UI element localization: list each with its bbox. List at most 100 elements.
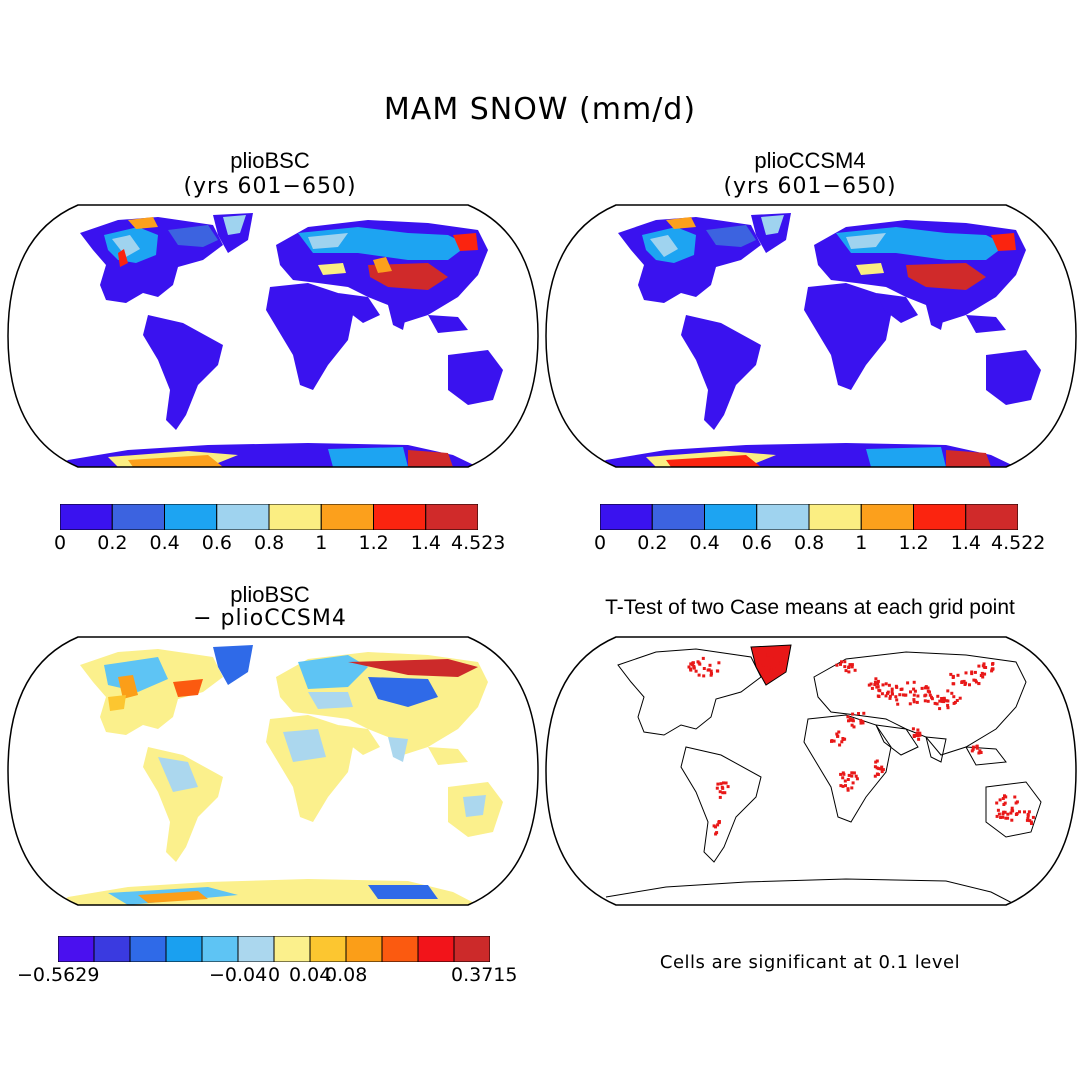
significant-cell: [886, 691, 889, 695]
significant-cell: [1025, 818, 1029, 822]
significant-cell: [999, 816, 1003, 819]
significant-cell: [1031, 815, 1035, 819]
colorbar-tick-label: 4.522: [991, 532, 1046, 554]
significant-cell: [850, 786, 854, 790]
significant-cell: [895, 685, 899, 689]
significant-cell: [995, 814, 999, 818]
significant-cell: [909, 690, 912, 694]
colorbar-tick-label: 0: [594, 532, 607, 554]
significant-cell: [697, 673, 701, 677]
significant-cell: [854, 774, 858, 778]
significant-cell: [982, 665, 986, 669]
significant-cell: [869, 682, 873, 686]
significant-cell: [709, 673, 713, 677]
significant-cell: [835, 663, 839, 667]
significant-cell: [879, 767, 883, 771]
significant-cell: [1030, 822, 1033, 825]
colorbar-tick-labels: 0 0.2 0.4 0.6 0.8 1 1.2 1.4 4.523: [0, 532, 540, 556]
significant-cell: [880, 765, 884, 769]
significant-cell: [881, 768, 885, 772]
significant-cell: [769, 670, 773, 674]
significant-cell: [1001, 797, 1005, 800]
significant-cell: [782, 666, 786, 670]
significant-cell: [915, 700, 919, 704]
greenland: [213, 645, 253, 685]
significant-cell: [891, 692, 894, 696]
significant-cell: [880, 770, 884, 774]
significant-cell: [830, 739, 833, 743]
significant-cell: [715, 786, 719, 790]
significant-cell: [706, 668, 710, 672]
colorbar-swatch: [164, 504, 218, 530]
significant-cell: [973, 678, 977, 682]
significant-cell: [716, 823, 720, 827]
significant-cell: [923, 686, 927, 690]
colorbar-tick-label: 1.2: [898, 532, 929, 554]
significant-cell: [852, 725, 856, 729]
colorbar-swatch: [237, 936, 275, 962]
significant-cell: [851, 712, 855, 716]
significant-cell: [895, 698, 899, 702]
colorbar-tick-label: 1.2: [358, 532, 389, 554]
panel-title-difference: plioBSC: [230, 582, 310, 607]
colorbar-tick-label: 0.08: [325, 964, 368, 986]
significant-cell: [841, 784, 845, 788]
colorbar-tick-label: 1: [315, 532, 328, 554]
significant-cell: [887, 683, 891, 687]
significant-cell: [979, 751, 983, 754]
colorbar-tick-label: 1: [855, 532, 868, 554]
panel-subtitle-years: (yrs 601−650): [183, 174, 357, 199]
significant-cell: [839, 662, 842, 666]
colorbar-swatch: [704, 504, 758, 530]
significant-cell: [875, 766, 879, 770]
significant-cell: [844, 669, 848, 673]
significant-cell: [1006, 816, 1010, 820]
colorbar-swatch: [93, 936, 131, 962]
colorbar-tick-label: 0: [268, 964, 281, 986]
colorbar-swatch: [201, 936, 239, 962]
significant-cell: [850, 774, 854, 778]
significant-cell: [847, 670, 851, 674]
significant-cell: [977, 664, 981, 668]
significant-cell: [709, 669, 713, 673]
panel-subtitle-years: (yrs 601−650): [723, 174, 897, 199]
significant-cell: [975, 746, 979, 750]
colorbar-swatch: [345, 936, 383, 962]
difference-map: [7, 636, 539, 906]
significant-cell: [924, 693, 928, 697]
colorbar-swatch: [373, 504, 427, 530]
significant-cell: [982, 662, 986, 666]
significant-cell: [908, 702, 912, 706]
significant-cell: [696, 660, 700, 664]
continent-south-america: [143, 315, 223, 430]
significant-cell: [721, 791, 725, 795]
significant-cell: [850, 723, 854, 727]
significant-cell: [846, 787, 850, 791]
significant-cell: [717, 821, 721, 825]
significant-cell: [977, 751, 981, 755]
significant-cell: [852, 771, 856, 775]
significant-cell: [762, 663, 766, 666]
significant-cell: [1015, 812, 1019, 816]
significant-cell: [692, 665, 696, 669]
significant-cell: [875, 772, 879, 776]
significant-cell: [716, 669, 720, 673]
colorbar-tick-labels: −0.5629 −0.04 0 0.04 0.08 0.3715: [0, 964, 540, 988]
significant-cell: [991, 662, 994, 666]
significant-cell: [881, 683, 885, 687]
significant-cell: [691, 661, 695, 665]
significant-cell: [714, 832, 718, 836]
colorbar-tick-label: 0.3715: [451, 964, 518, 986]
significant-cell: [1003, 810, 1007, 814]
figure-title: MAM SNOW (mm/d): [383, 92, 697, 127]
significant-cell: [923, 699, 927, 703]
significant-cell: [874, 760, 878, 764]
colorbar-tick-label: 1.4: [950, 532, 981, 554]
significant-cell: [714, 825, 717, 829]
significant-cell: [1028, 819, 1032, 823]
snow-map-plioBSC: [7, 204, 539, 468]
significant-cell: [980, 671, 984, 675]
significant-cell: [702, 667, 706, 670]
significant-cell: [1004, 816, 1008, 820]
significant-cell: [938, 699, 942, 703]
